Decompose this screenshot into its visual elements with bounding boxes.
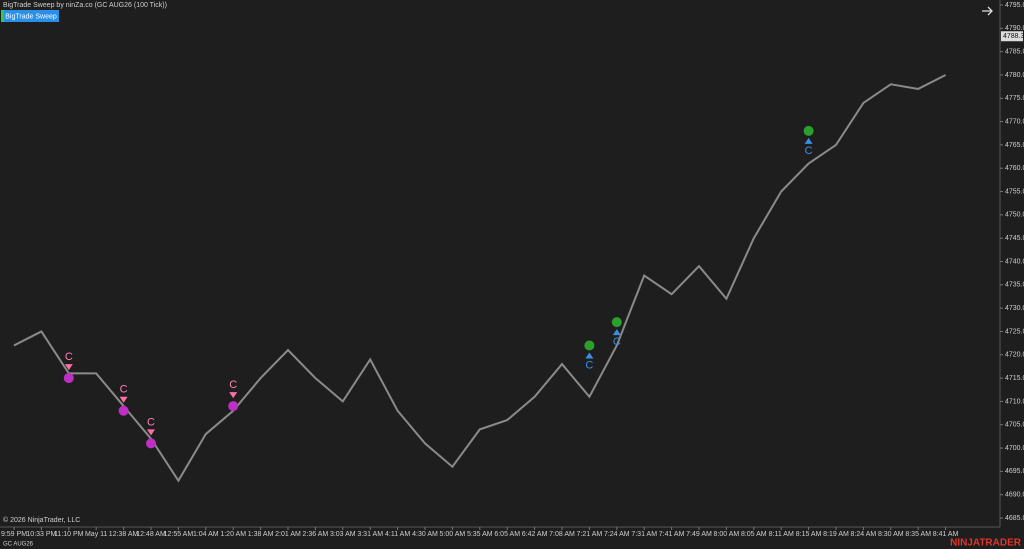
arrow-icon[interactable] bbox=[982, 6, 993, 16]
signal-label: C bbox=[805, 145, 813, 157]
signal-dot bbox=[63, 373, 74, 384]
signal-dot bbox=[803, 125, 814, 136]
y-tick-label: 4700.0 bbox=[1005, 445, 1024, 452]
last-price-label: 4788.3 bbox=[1003, 33, 1024, 40]
signal-dot bbox=[584, 340, 595, 351]
x-tick-label: 8:19 AM bbox=[823, 531, 849, 538]
x-tick-label: 3:31 AM bbox=[357, 531, 383, 538]
y-tick-label: 4745.0 bbox=[1005, 235, 1024, 242]
x-tick-label: 8:11 AM bbox=[769, 531, 794, 538]
signal-label: C bbox=[147, 416, 155, 428]
signal-triangle bbox=[229, 392, 238, 399]
y-tick-label: 4690.0 bbox=[1005, 492, 1024, 499]
y-tick-label: 4720.0 bbox=[1005, 352, 1024, 359]
y-tick-label: 4790.0 bbox=[1005, 25, 1024, 32]
last-price-box bbox=[1001, 31, 1023, 42]
x-tick-label: 12:38 AM bbox=[109, 531, 139, 538]
x-tick-label: 7:31 AM bbox=[631, 531, 657, 538]
price-line bbox=[13, 74, 947, 483]
signal-label: C bbox=[613, 336, 621, 348]
x-tick-label: 8:05 AM bbox=[741, 531, 767, 538]
x-tick-label: 7:24 AM bbox=[604, 531, 630, 538]
signal-triangle bbox=[585, 352, 594, 359]
x-tick-label: 2:36 AM bbox=[303, 531, 329, 538]
x-tick-label: 10:33 PM bbox=[26, 531, 56, 538]
y-tick-label: 4795.0 bbox=[1005, 2, 1024, 9]
y-tick-label: 4730.0 bbox=[1005, 305, 1024, 312]
x-tick-label: 6:42 AM bbox=[522, 531, 548, 538]
signal-label: C bbox=[120, 384, 128, 396]
x-tick-label: 3:03 AM bbox=[330, 531, 356, 538]
y-tick-label: 4710.0 bbox=[1005, 398, 1024, 405]
y-tick-label: 4715.0 bbox=[1005, 375, 1024, 382]
x-tick-label: 1:04 AM bbox=[193, 531, 219, 538]
x-tick-label: 7:41 AM bbox=[659, 531, 685, 538]
x-tick-label: 8:00 AM bbox=[714, 531, 740, 538]
button-label[interactable]: BigTrade Sweep bbox=[5, 13, 57, 20]
x-tick-label: 4:11 AM bbox=[385, 531, 410, 538]
x-tick-label: 7:08 AM bbox=[549, 531, 575, 538]
signal-dot bbox=[118, 405, 129, 416]
x-tick-label: 8:30 AM bbox=[878, 531, 904, 538]
x-tick-label: 5:00 AM bbox=[440, 531, 466, 538]
x-tick-label: 2:01 AM bbox=[275, 531, 301, 538]
x-tick-label: 8:15 AM bbox=[796, 531, 822, 538]
signal-triangle bbox=[64, 364, 73, 371]
x-tick-label: 9:59 PM bbox=[1, 531, 27, 538]
signal-triangle bbox=[119, 396, 128, 403]
x-tick-label: 12:55 AM bbox=[164, 531, 194, 538]
y-tick-label: 4770.0 bbox=[1005, 118, 1024, 125]
indicator-button[interactable] bbox=[1, 10, 59, 22]
y-tick-label: 4780.0 bbox=[1005, 72, 1024, 79]
signal-dot bbox=[146, 438, 156, 449]
signal-label: C bbox=[65, 351, 73, 363]
y-tick-label: 4685.0 bbox=[1005, 515, 1024, 522]
y-tick-label: 4740.0 bbox=[1005, 258, 1024, 265]
x-tick-label: 1:20 AM bbox=[220, 531, 246, 538]
x-tick-label: 7:49 AM bbox=[686, 531, 712, 538]
x-tick-label: 4:30 AM bbox=[412, 531, 438, 538]
x-tick-label: May 11 bbox=[85, 531, 108, 538]
x-tick-label: 5:35 AM bbox=[467, 531, 493, 538]
button-accent bbox=[1, 10, 4, 22]
y-tick-label: 4755.0 bbox=[1005, 188, 1024, 195]
x-tick-label: 6:05 AM bbox=[494, 531, 520, 538]
x-tick-label: 8:24 AM bbox=[851, 531, 877, 538]
y-tick-label: 4725.0 bbox=[1005, 328, 1024, 335]
x-tick-label: 7:21 AM bbox=[577, 531, 603, 538]
x-tick-label: 12:48 AM bbox=[136, 531, 166, 538]
copyright: © 2026 NinjaTrader, LLC bbox=[3, 516, 80, 524]
y-tick-label: 4735.0 bbox=[1005, 282, 1024, 289]
y-tick-label: 4775.0 bbox=[1005, 95, 1024, 102]
signal-triangle bbox=[804, 137, 813, 144]
x-tick-label: 8:35 AM bbox=[905, 531, 931, 538]
x-tick-label: 8:41 AM bbox=[933, 531, 959, 538]
instrument: GC AUG26 bbox=[3, 542, 34, 548]
signal-dot bbox=[228, 401, 239, 412]
y-tick-label: 4750.0 bbox=[1005, 212, 1024, 219]
y-tick-label: 4785.0 bbox=[1005, 48, 1024, 55]
x-tick-label: 1:38 AM bbox=[248, 531, 274, 538]
y-tick-label: 4760.0 bbox=[1005, 165, 1024, 172]
signal-triangle bbox=[147, 429, 155, 436]
signal-label: C bbox=[229, 379, 237, 391]
signal-triangle bbox=[612, 329, 621, 336]
signal-dot bbox=[611, 317, 622, 328]
x-tick-label: 11:10 PM bbox=[54, 531, 84, 538]
brand: NINJATRADER bbox=[950, 538, 1022, 549]
y-tick-label: 4705.0 bbox=[1005, 422, 1024, 429]
y-tick-label: 4765.0 bbox=[1005, 142, 1024, 149]
y-tick-label: 4695.0 bbox=[1005, 468, 1024, 475]
window-title: BigTrade Sweep by ninZa.co (GC AUG26 (10… bbox=[3, 2, 167, 9]
signal-label: C bbox=[585, 359, 593, 371]
